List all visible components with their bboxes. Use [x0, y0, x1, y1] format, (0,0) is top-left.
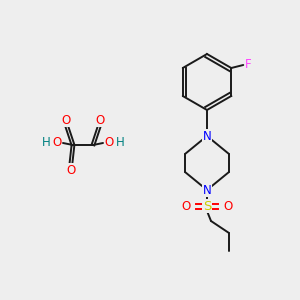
- Text: N: N: [202, 184, 211, 196]
- Text: H: H: [42, 136, 50, 149]
- Text: O: O: [52, 136, 62, 149]
- Text: F: F: [245, 58, 252, 71]
- Text: O: O: [61, 113, 70, 127]
- Text: N: N: [202, 130, 211, 142]
- Text: O: O: [95, 113, 105, 127]
- Text: O: O: [224, 200, 232, 212]
- Text: S: S: [203, 200, 211, 212]
- Text: H: H: [116, 136, 124, 149]
- Text: O: O: [104, 136, 114, 149]
- Text: O: O: [182, 200, 190, 212]
- Text: O: O: [66, 164, 76, 176]
